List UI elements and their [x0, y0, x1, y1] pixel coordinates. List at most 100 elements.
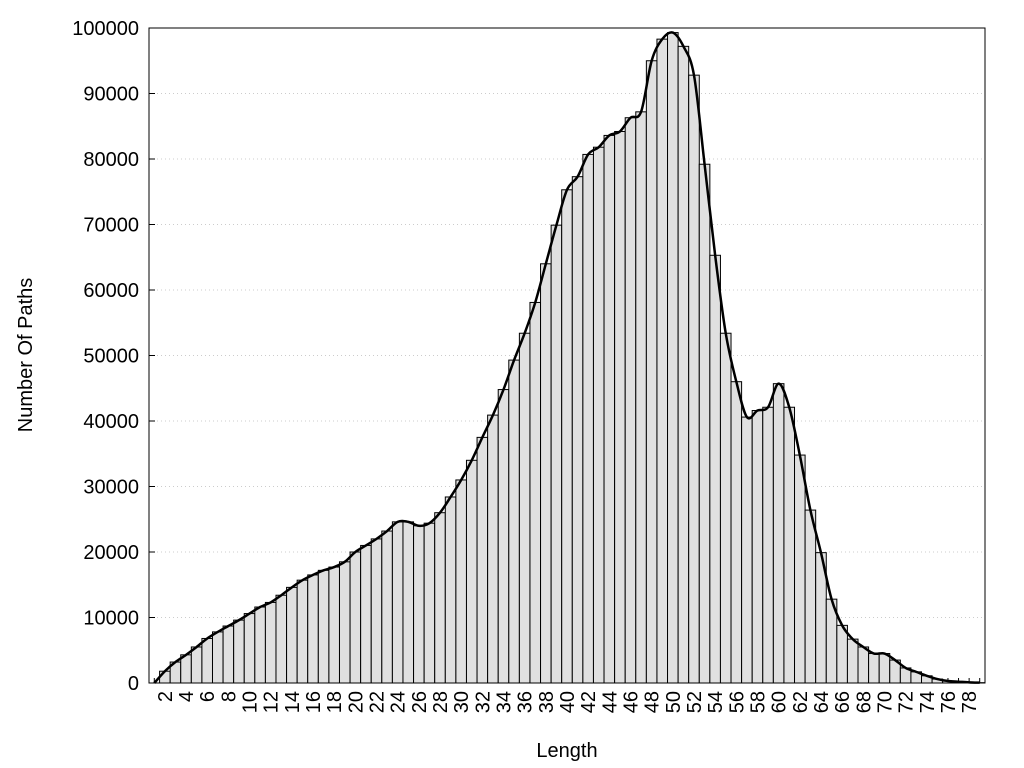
bar [465, 459, 478, 684]
x-tick-label: 54 [705, 691, 727, 713]
bar [698, 163, 711, 684]
x-tick-label: 74 [917, 691, 939, 713]
bar [518, 332, 531, 684]
bar [423, 522, 436, 684]
y-tick-label: 60000 [83, 280, 139, 302]
x-tick-label: 58 [747, 691, 769, 713]
bar [868, 653, 880, 684]
y-tick-label: 50000 [83, 346, 139, 368]
bar [190, 646, 203, 684]
x-tick-label: 10 [240, 691, 262, 713]
bar [328, 566, 340, 684]
bar [201, 637, 213, 684]
bar [614, 130, 626, 684]
y-tick-label: 20000 [83, 542, 139, 564]
bar [180, 654, 192, 684]
bar [434, 512, 446, 684]
bar [719, 332, 732, 684]
x-tick-label: 70 [874, 691, 896, 713]
x-tick-label: 44 [599, 691, 621, 713]
y-axis-label: Number Of Paths [15, 278, 37, 433]
x-tick-label: 26 [409, 691, 431, 713]
bar [317, 569, 330, 684]
bar [645, 60, 658, 684]
bar [338, 561, 351, 684]
x-tick-label: 40 [557, 691, 579, 713]
x-tick-label: 36 [515, 691, 537, 713]
bar [264, 601, 277, 684]
x-tick-label: 6 [197, 691, 219, 702]
bar [391, 521, 404, 684]
bar [413, 525, 425, 684]
bar [804, 509, 817, 684]
y-tick-label: 70000 [83, 215, 139, 237]
x-tick-label: 50 [663, 691, 685, 713]
x-tick-label: 8 [218, 691, 240, 702]
x-axis-label: Length [536, 740, 597, 762]
bar [307, 574, 319, 684]
x-tick-label: 18 [324, 691, 346, 713]
x-tick-label: 76 [938, 691, 960, 713]
bar [381, 530, 393, 684]
x-tick-label: 46 [620, 691, 642, 713]
bar [296, 579, 309, 684]
x-tick-label: 42 [578, 691, 600, 713]
y-tick-label: 40000 [83, 411, 139, 433]
bar [730, 381, 743, 684]
bar [656, 38, 669, 684]
bar [603, 134, 616, 684]
x-tick-label: 64 [811, 691, 833, 713]
x-tick-label: 52 [684, 691, 706, 713]
x-tick-label: 60 [769, 691, 791, 713]
bar [857, 646, 870, 684]
bar [677, 45, 690, 684]
y-tick-label: 90000 [83, 84, 139, 106]
y-tick-label: 80000 [83, 149, 139, 171]
bar [476, 436, 489, 684]
y-tick-label: 100000 [72, 18, 139, 40]
bar [772, 383, 785, 684]
bar [709, 254, 721, 684]
x-tick-label: 56 [726, 691, 748, 713]
bar [836, 624, 848, 684]
x-tick-label: 66 [832, 691, 854, 713]
bar [751, 410, 764, 684]
bar [444, 496, 457, 684]
x-tick-label: 34 [494, 691, 516, 713]
bar [497, 389, 510, 684]
x-tick-label: 72 [896, 691, 918, 713]
x-tick-label: 4 [176, 691, 198, 702]
bar [529, 301, 542, 684]
bar [233, 619, 245, 684]
x-tick-label: 68 [853, 691, 875, 713]
bar [402, 521, 415, 684]
y-tick-label: 0 [128, 673, 139, 695]
x-tick-label: 22 [367, 691, 389, 713]
trend-line [153, 31, 980, 684]
bar [540, 263, 552, 684]
plot-frame [148, 27, 986, 684]
bar [487, 414, 499, 684]
bar [762, 406, 774, 684]
x-tick-label: 30 [451, 691, 473, 713]
bar [222, 625, 235, 684]
bar [635, 111, 647, 684]
bar [783, 406, 796, 684]
bar [455, 479, 467, 684]
bar [349, 551, 362, 684]
bar [275, 594, 288, 684]
bar [794, 454, 806, 684]
bar [688, 74, 700, 684]
bar [878, 653, 891, 684]
x-tick-label: 62 [790, 691, 812, 713]
bar [571, 176, 584, 684]
x-tick-label: 16 [303, 691, 325, 713]
bar [846, 638, 859, 684]
bar [286, 586, 298, 684]
bar [561, 189, 573, 684]
x-tick-label: 32 [472, 691, 494, 713]
x-tick-label: 12 [261, 691, 283, 713]
bar [550, 224, 563, 684]
y-tick-label: 30000 [83, 477, 139, 499]
